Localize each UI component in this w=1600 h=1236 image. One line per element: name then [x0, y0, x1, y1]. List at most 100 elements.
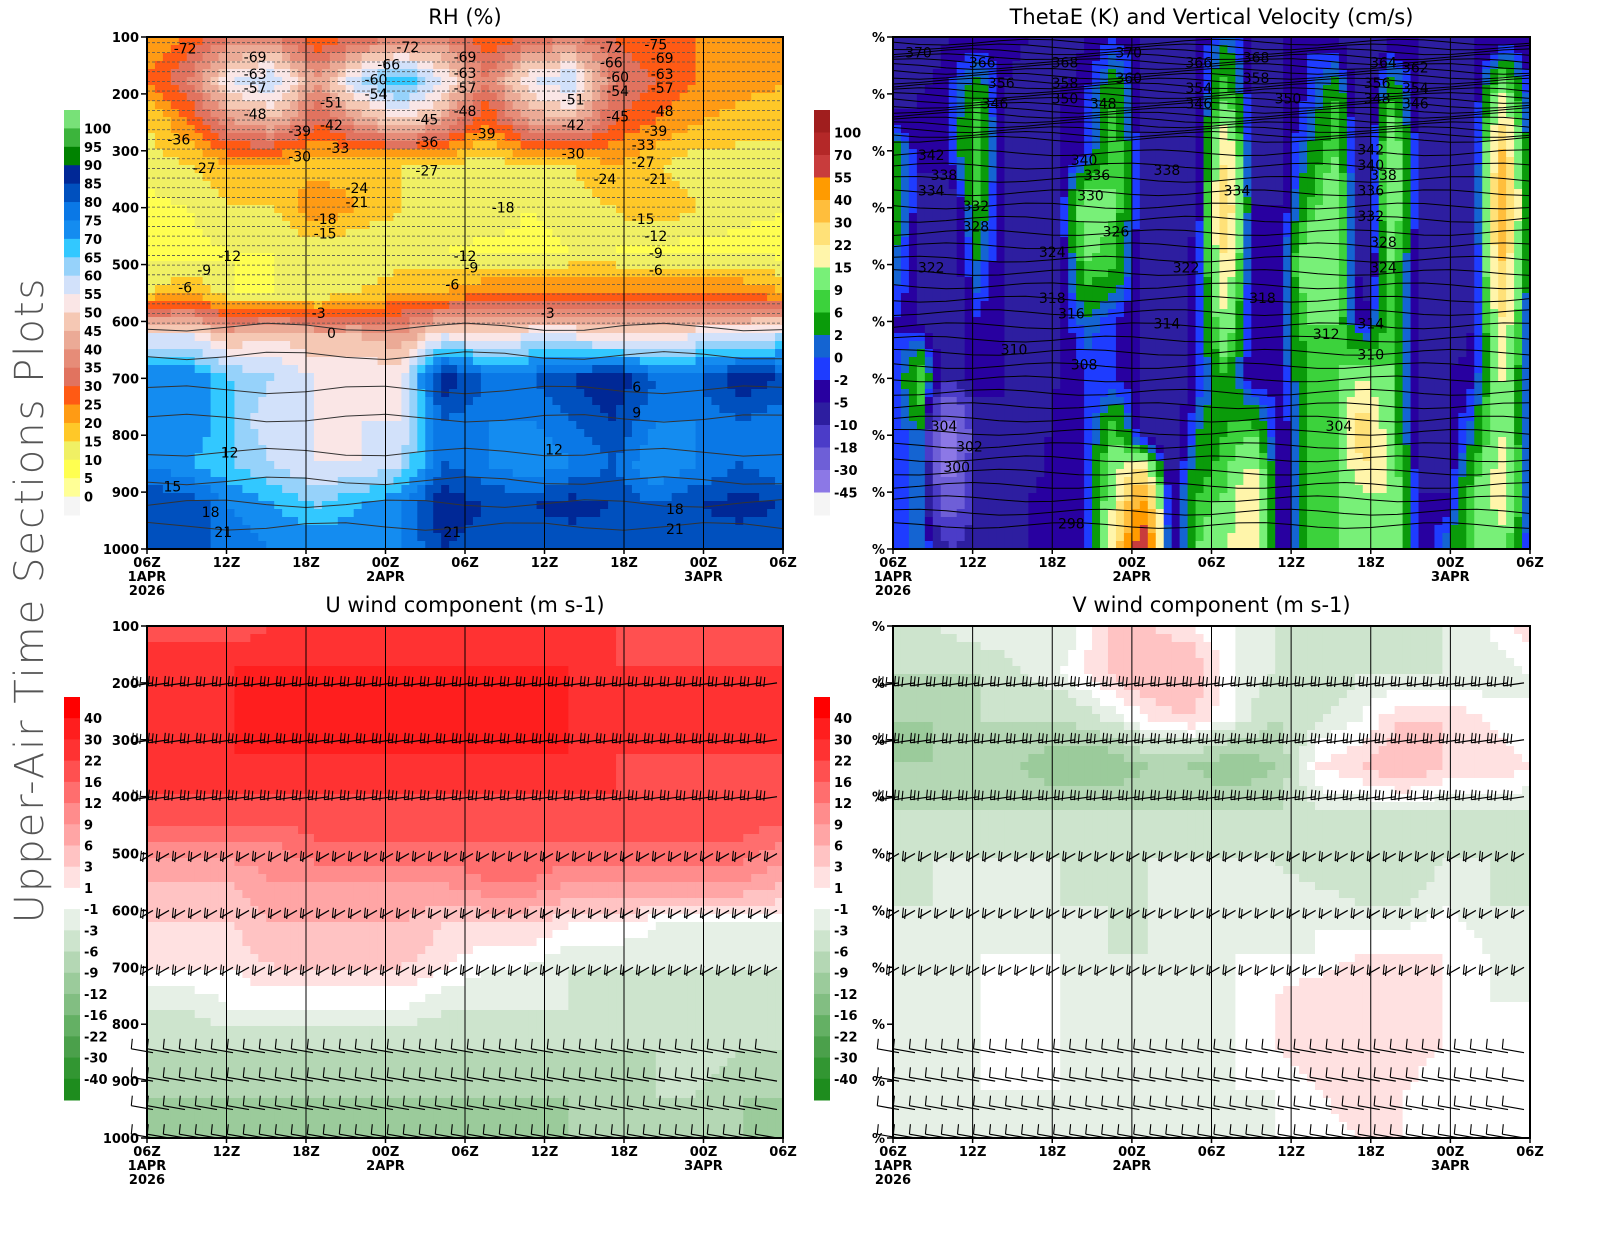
field-cell	[560, 181, 569, 190]
field-cell	[679, 117, 689, 126]
field-cell	[385, 381, 395, 390]
field-cell	[210, 437, 220, 446]
field-cell	[266, 173, 275, 182]
field-cell	[353, 197, 363, 206]
field-cell	[147, 261, 156, 270]
field-cell	[520, 365, 530, 374]
field-cell	[743, 357, 752, 366]
field-cell	[465, 293, 474, 302]
field-cell	[576, 445, 585, 454]
field-cell	[576, 309, 585, 318]
field-cell	[639, 277, 649, 286]
field-cell	[337, 173, 347, 182]
field-cell	[329, 101, 339, 110]
field-cell	[433, 317, 442, 326]
field-cell	[282, 269, 291, 278]
field-cell	[250, 253, 259, 262]
field-cell	[369, 533, 379, 542]
field-cell	[743, 413, 752, 422]
field-cell	[401, 309, 410, 318]
field-cell	[480, 245, 490, 254]
field-cell	[655, 117, 665, 126]
field-cell	[361, 237, 371, 246]
field-cell	[735, 453, 744, 462]
field-cell	[687, 437, 697, 446]
field-cell	[639, 229, 649, 238]
field-cell	[250, 157, 259, 166]
field-cell	[568, 165, 577, 174]
field-cell	[170, 301, 180, 310]
field-cell	[480, 221, 490, 230]
field-cell	[512, 125, 522, 134]
field-cell	[544, 205, 554, 214]
field-cell	[147, 333, 156, 342]
field-cell	[520, 485, 530, 494]
field-cell	[377, 453, 387, 462]
field-cell	[608, 213, 617, 222]
field-cell	[393, 397, 402, 406]
field-cell	[385, 349, 395, 358]
field-cell	[679, 237, 689, 246]
field-cell	[306, 101, 315, 110]
field-cell	[592, 501, 601, 510]
field-cell	[480, 485, 490, 494]
field-cell	[624, 293, 633, 302]
field-cell	[671, 325, 681, 334]
field-cell	[242, 221, 251, 230]
field-cell	[711, 181, 720, 190]
field-cell	[695, 109, 705, 118]
field-cell	[576, 261, 585, 270]
field-cell	[457, 197, 466, 206]
field-cell	[329, 157, 339, 166]
field-cell	[496, 509, 506, 518]
field-cell	[401, 109, 410, 118]
field-cell	[592, 429, 601, 438]
field-cell	[616, 61, 625, 70]
field-cell	[751, 69, 760, 78]
field-cell	[385, 213, 395, 222]
field-cell	[727, 253, 736, 262]
field-cell	[417, 61, 426, 70]
field-cell	[218, 365, 228, 374]
field-cell	[147, 157, 156, 166]
field-cell	[584, 45, 593, 54]
field-cell	[258, 349, 267, 358]
field-cell	[647, 213, 657, 222]
field-cell	[162, 381, 172, 390]
field-cell	[767, 453, 776, 462]
field-cell	[274, 61, 283, 70]
field-cell	[703, 157, 713, 166]
field-cell	[202, 189, 212, 198]
field-cell	[528, 229, 538, 238]
field-cell	[258, 85, 267, 94]
field-cell	[671, 261, 681, 270]
field-cell	[282, 53, 291, 62]
field-cell	[329, 109, 339, 118]
field-cell	[449, 181, 458, 190]
field-cell	[647, 405, 657, 414]
field-cell	[409, 45, 418, 54]
field-cell	[703, 477, 713, 486]
field-cell	[170, 133, 180, 142]
field-cell	[393, 157, 402, 166]
field-cell	[703, 509, 713, 518]
field-cell	[226, 141, 236, 150]
field-cell	[759, 173, 768, 182]
field-cell	[377, 205, 387, 214]
field-cell	[393, 437, 402, 446]
field-cell	[361, 117, 371, 126]
field-cell	[377, 165, 387, 174]
field-cell	[552, 261, 561, 270]
field-cell	[520, 517, 530, 526]
field-cell	[584, 445, 593, 454]
field-cell	[306, 389, 315, 398]
field-cell	[695, 293, 705, 302]
field-cell	[393, 445, 402, 454]
field-cell	[306, 141, 315, 150]
field-cell	[695, 397, 705, 406]
field-cell	[409, 365, 418, 374]
field-cell	[528, 133, 538, 142]
field-cell	[480, 453, 490, 462]
field-cell	[465, 341, 474, 350]
field-cell	[393, 93, 402, 102]
